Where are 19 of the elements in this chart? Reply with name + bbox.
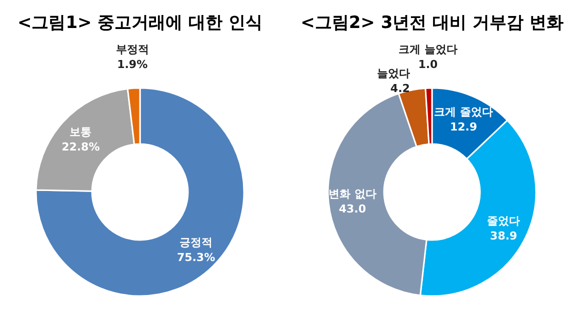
slice-label: 크게 줄었다 bbox=[434, 105, 493, 118]
data-label: 38.9 bbox=[490, 230, 518, 243]
data-label: 1.9% bbox=[117, 58, 148, 72]
slice-label: 변화 없다 bbox=[328, 188, 376, 201]
chart-title: <그림1> 중고거래에 대한 인식 bbox=[17, 13, 263, 33]
slice-label: 보통 bbox=[70, 125, 92, 138]
data-label: 12.9 bbox=[450, 120, 478, 134]
data-label: 43.0 bbox=[338, 202, 366, 216]
data-label: 75.3% bbox=[176, 251, 216, 264]
slice-label: 크게 늘었다 bbox=[398, 43, 458, 56]
data-label: 22.8% bbox=[62, 140, 100, 154]
slice-label: 늘었다 bbox=[376, 67, 410, 80]
slice-label: 부정적 bbox=[116, 43, 149, 56]
data-label: 4.2 bbox=[390, 82, 410, 96]
slice-label: 줄었다 bbox=[487, 214, 520, 228]
slice-label: 긍정적 bbox=[180, 236, 213, 250]
chart-title: <그림2> 3년전 대비 거부감 변화 bbox=[300, 13, 564, 33]
data-label: 1.0 bbox=[418, 58, 438, 72]
donut-slice bbox=[35, 87, 245, 297]
